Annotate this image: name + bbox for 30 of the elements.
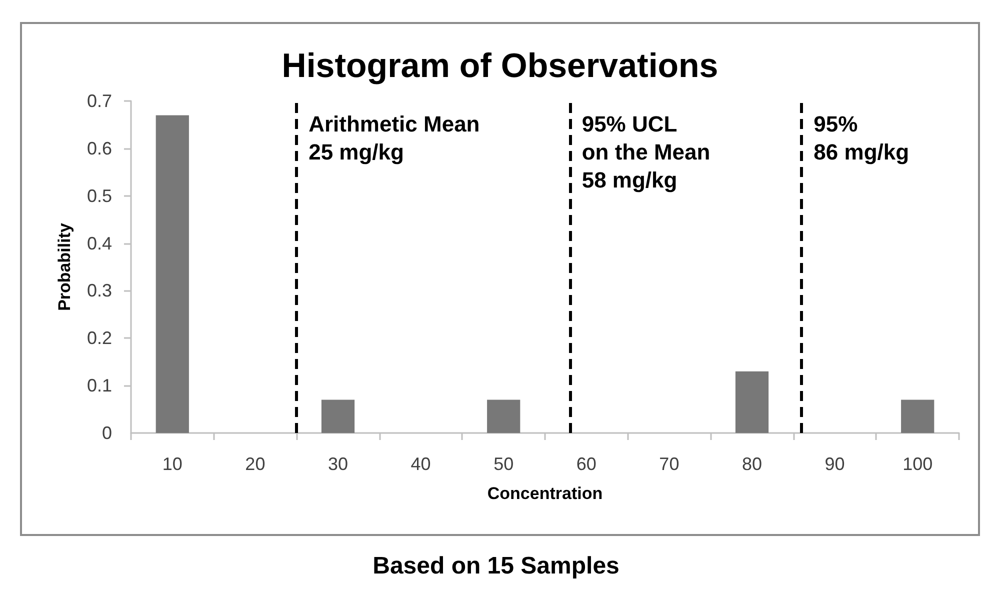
x-tick-label: 50 (494, 454, 514, 474)
y-axis-title: Probability (55, 222, 74, 311)
x-tick-label: 100 (902, 454, 933, 474)
y-tick-label: 0.3 (86, 280, 112, 301)
x-tick-label: 70 (659, 454, 680, 474)
x-tick-label: 20 (245, 454, 266, 474)
bar (321, 400, 355, 433)
x-tick-label: 10 (162, 454, 182, 474)
ref-line-label: 95% UCL on the Mean 58 mg/kg (582, 112, 710, 192)
ref-line-label: Arithmetic Mean 25 mg/kg (308, 112, 480, 164)
ref-line-label: 95% 86 mg/kg (814, 112, 910, 164)
bar (735, 371, 769, 433)
y-tick-label: 0.1 (86, 376, 112, 396)
bar (487, 400, 520, 433)
x-tick-label: 90 (824, 454, 845, 474)
y-tick-label: 0.5 (86, 186, 112, 206)
x-axis-title: Concentration (487, 484, 603, 503)
y-tick-label: 0.4 (86, 233, 112, 254)
chart-title: Histogram of Observations (282, 47, 718, 85)
y-tick-label: 0.6 (86, 138, 112, 158)
y-tick-label: 0 (102, 423, 112, 443)
x-tick-label: 60 (576, 454, 596, 474)
text: Based on 15 Samples (372, 552, 620, 580)
x-tick-label: 80 (742, 454, 762, 474)
bar (901, 400, 934, 433)
x-tick-label: 30 (328, 454, 348, 474)
y-tick-label: 0.2 (86, 328, 112, 348)
x-tick-label: 40 (410, 454, 431, 474)
bar (156, 115, 189, 433)
y-tick-label: 0.7 (86, 91, 112, 111)
